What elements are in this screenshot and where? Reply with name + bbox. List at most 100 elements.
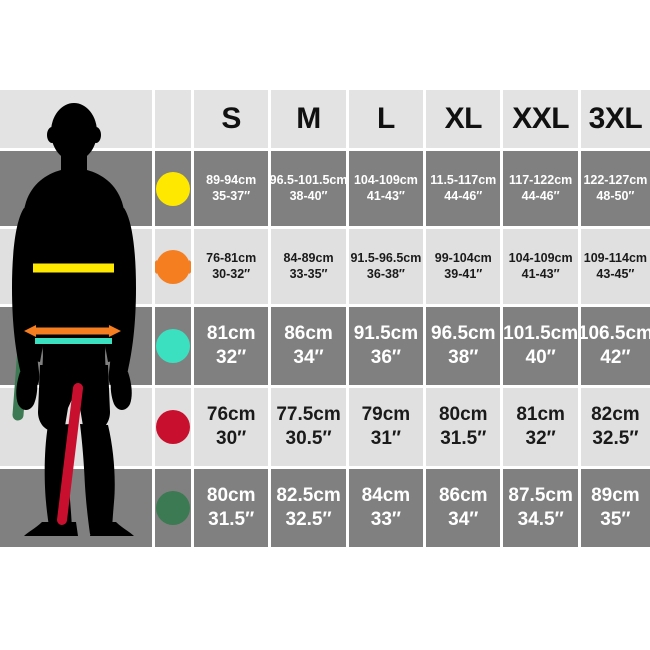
value-inch: 34″ (448, 509, 479, 530)
value-inch: 48-50″ (596, 188, 635, 203)
value-cm: 79cm (361, 404, 411, 426)
column-header-s[interactable]: S (194, 90, 269, 148)
value-cm: 11.5-117cm (430, 172, 497, 187)
marker-cell-chest (155, 151, 191, 226)
header-marker-cell (155, 90, 191, 148)
cell-chest-l: 104-109cm 41-43″ (348, 151, 424, 226)
cell-waist-m: 84-89cm 33-35″ (271, 229, 346, 304)
value-inch: 43-45″ (596, 266, 635, 281)
cell-chest-m: 96.5-101.5cm 38-40″ (271, 151, 346, 226)
value-inch: 31.5″ (208, 509, 255, 530)
inseam-marker-crimson-icon (156, 410, 190, 444)
value-inch: 39-41″ (444, 266, 483, 281)
value-cm: 81cm (516, 404, 565, 426)
cell-chest-xxl: 117-122cm 44-46″ (503, 151, 578, 226)
value-cm: 77.5cm (276, 404, 341, 426)
cell-outseam-3xl: 89cm 35″ (580, 469, 650, 547)
value-cm: 82.5cm (276, 485, 341, 507)
column-header-xl[interactable]: XL (426, 90, 501, 148)
cell-inseam-m: 77.5cm 30.5″ (271, 388, 346, 466)
value-inch: 44-46″ (521, 188, 560, 203)
value-cm: 86cm (284, 323, 333, 345)
marker-cell-waist (155, 229, 191, 304)
marker-cell-hip (155, 307, 191, 385)
waist-marker-orange-icon (155, 249, 191, 284)
value-inch: 33″ (370, 509, 402, 530)
value-cm: 82cm (591, 404, 640, 426)
cell-inseam-xxl: 81cm 32″ (503, 388, 578, 466)
size-label: 3XL (588, 102, 643, 135)
size-label: S (221, 102, 241, 135)
size-label: L (377, 102, 395, 135)
cell-chest-xl: 11.5-117cm 44-46″ (426, 151, 501, 226)
value-cm: 91.5cm (353, 323, 419, 345)
cell-chest-3xl: 122-127cm 48-50″ (580, 151, 650, 226)
value-cm: 122-127cm (583, 172, 648, 187)
male-body-silhouette (12, 103, 136, 536)
value-inch: 30.5″ (285, 428, 332, 449)
value-cm: 117-122cm (509, 172, 573, 187)
figure-illustration-cell (0, 90, 152, 537)
value-inch: 44-46″ (444, 188, 483, 203)
cell-waist-3xl: 109-114cm 43-45″ (580, 229, 650, 304)
value-inch: 34.5″ (517, 509, 564, 530)
marker-cell-inseam (155, 388, 191, 466)
value-cm: 101.5cm (503, 323, 578, 345)
waist-guide-line (24, 325, 121, 337)
column-header-l[interactable]: L (348, 90, 424, 148)
value-inch: 35″ (600, 509, 631, 530)
cell-inseam-s: 76cm 30″ (194, 388, 269, 466)
value-inch: 32″ (525, 428, 556, 449)
size-label: XL (444, 102, 483, 135)
inseam-guide-line (57, 383, 83, 525)
cell-waist-s: 76-81cm 30-32″ (194, 229, 269, 304)
cell-hip-xxl: 101.5cm 40″ (503, 307, 578, 385)
value-cm: 96.5cm (431, 323, 496, 345)
size-label: XXL (512, 102, 570, 135)
value-cm: 109-114cm (583, 250, 648, 265)
value-cm: 87.5cm (508, 485, 573, 507)
value-cm: 80cm (438, 404, 488, 426)
value-inch: 34″ (293, 347, 324, 368)
outseam-marker-green-icon (156, 491, 190, 525)
value-cm: 84cm (361, 485, 411, 507)
value-inch: 30″ (216, 428, 247, 449)
value-cm: 86cm (438, 485, 488, 507)
value-cm: 104-109cm (353, 172, 418, 187)
value-cm: 76cm (206, 404, 256, 426)
column-header-3xl[interactable]: 3XL (580, 90, 650, 148)
cell-outseam-xl: 86cm 34″ (426, 469, 501, 547)
size-label: M (296, 102, 321, 135)
hip-marker-teal-icon (156, 329, 190, 363)
cell-inseam-3xl: 82cm 32.5″ (580, 388, 650, 466)
chest-marker-yellow-icon (156, 171, 190, 206)
cell-inseam-l: 79cm 31″ (348, 388, 424, 466)
value-cm: 76-81cm (206, 250, 257, 265)
cell-hip-xl: 96.5cm 38″ (426, 307, 501, 385)
value-inch: 31.5″ (440, 428, 487, 449)
value-cm: 96.5-101.5cm (271, 172, 346, 187)
value-inch: 41-43″ (366, 188, 405, 203)
value-inch: 36-38″ (366, 266, 405, 281)
cell-hip-3xl: 106.5cm 42″ (580, 307, 650, 385)
column-header-xxl[interactable]: XXL (503, 90, 578, 148)
cell-hip-m: 86cm 34″ (271, 307, 346, 385)
cell-outseam-xxl: 87.5cm 34.5″ (503, 469, 578, 547)
cell-waist-l: 91.5-96.5cm 36-38″ (348, 229, 424, 304)
value-inch: 31″ (370, 428, 402, 449)
cell-hip-l: 91.5cm 36″ (348, 307, 424, 385)
value-inch: 41-43″ (521, 266, 560, 281)
value-inch: 40″ (525, 347, 556, 368)
value-cm: 91.5-96.5cm (350, 250, 422, 265)
value-inch: 35-37″ (212, 188, 251, 203)
cell-waist-xxl: 104-109cm 41-43″ (503, 229, 578, 304)
column-header-m[interactable]: M (271, 90, 346, 148)
value-inch: 36″ (370, 347, 402, 368)
value-cm: 89cm (591, 485, 640, 507)
value-cm: 106.5cm (580, 323, 650, 345)
value-inch: 30-32″ (212, 266, 251, 281)
value-inch: 38-40″ (289, 188, 328, 203)
cell-hip-s: 81cm 32″ (194, 307, 269, 385)
cell-inseam-xl: 80cm 31.5″ (426, 388, 501, 466)
